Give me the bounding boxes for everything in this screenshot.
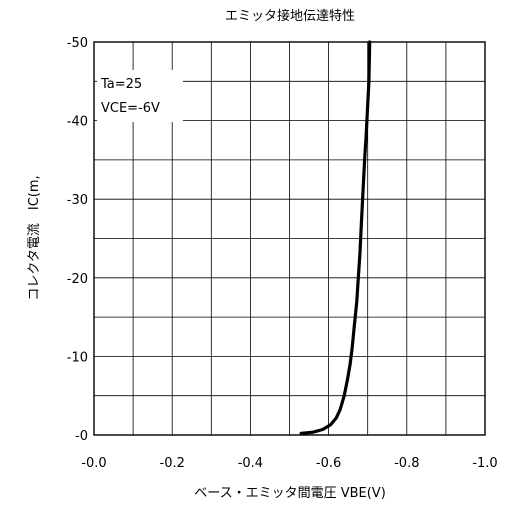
y-tick-label: -30 bbox=[67, 193, 88, 208]
y-tick-label: -10 bbox=[67, 350, 88, 365]
x-tick-label: -0.6 bbox=[316, 456, 341, 471]
x-axis-ticks: -0.0 -0.2 -0.4 -0.6 -0.8 -1.0 bbox=[81, 456, 497, 471]
x-tick-label: -0.0 bbox=[81, 456, 106, 471]
x-tick-label: -0.2 bbox=[160, 456, 185, 471]
y-tick-label: -50 bbox=[67, 36, 88, 51]
x-tick-label: -0.8 bbox=[394, 456, 419, 471]
x-axis-label: ベース・エミッタ間電圧 VBE(V) bbox=[194, 486, 386, 501]
y-axis-label: コレクタ電流 IC(m, bbox=[27, 175, 42, 300]
y-axis-ticks: -0 -10 -20 -30 -40 -50 bbox=[67, 36, 88, 444]
y-tick-label: -40 bbox=[67, 115, 88, 130]
annotation-ta: Ta=25 bbox=[100, 77, 142, 92]
series-line bbox=[299, 40, 372, 435]
x-tick-label: -0.4 bbox=[238, 456, 263, 471]
y-tick-label: -20 bbox=[67, 272, 88, 287]
chart-title: エミッタ接地伝達特性 bbox=[225, 8, 355, 24]
annotation-vce: VCE=-6V bbox=[101, 101, 160, 116]
series-group bbox=[299, 40, 372, 435]
annotation-background bbox=[97, 70, 183, 122]
x-tick-label: -1.0 bbox=[472, 456, 497, 471]
conditions-annotation: Ta=25 VCE=-6V bbox=[97, 70, 183, 122]
plot-frame bbox=[93, 41, 486, 436]
y-tick-label: -0 bbox=[75, 429, 88, 444]
